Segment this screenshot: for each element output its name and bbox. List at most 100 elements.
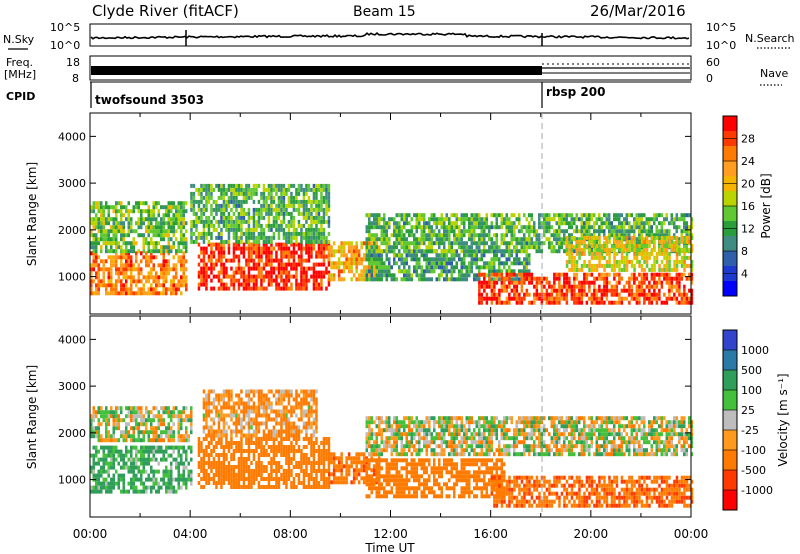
data-cell xyxy=(508,257,511,262)
data-cell xyxy=(95,245,98,250)
data-cell xyxy=(190,227,193,232)
data-cell xyxy=(200,199,203,204)
data-cell xyxy=(685,292,689,297)
data-cell xyxy=(260,223,263,228)
data-cell xyxy=(568,284,571,289)
data-cell xyxy=(250,242,253,247)
data-cell xyxy=(150,249,153,254)
data-cell xyxy=(177,461,180,466)
data-cell xyxy=(553,249,556,254)
data-cell xyxy=(150,241,153,246)
data-cell xyxy=(237,227,241,232)
data-cell xyxy=(110,477,113,482)
data-cell xyxy=(372,265,376,270)
data-cell xyxy=(300,282,303,287)
noise-panel: N.Sky 10^5 10^0 10^5 10^0 N.Search xyxy=(3,21,795,52)
data-cell xyxy=(180,473,183,478)
data-cell xyxy=(165,287,168,292)
data-cell xyxy=(405,253,408,258)
data-cell xyxy=(150,445,153,450)
data-cell xyxy=(605,296,609,301)
data-cell xyxy=(435,241,438,246)
data-cell xyxy=(185,481,188,486)
data-cell xyxy=(352,253,356,258)
data-cell xyxy=(580,221,583,226)
data-cell xyxy=(615,251,619,256)
data-cell xyxy=(97,481,100,486)
data-cell xyxy=(252,441,256,445)
data-cell xyxy=(585,280,589,285)
data-cell xyxy=(120,457,123,462)
data-cell xyxy=(395,221,398,226)
data-cell xyxy=(262,203,266,208)
data-cell xyxy=(255,437,258,441)
data-cell xyxy=(212,250,216,255)
data-cell xyxy=(92,473,95,478)
data-cell xyxy=(167,233,170,238)
data-cell xyxy=(653,288,656,293)
data-cell xyxy=(608,263,611,268)
data-cell xyxy=(117,271,120,276)
data-cell xyxy=(260,437,263,441)
data-cell xyxy=(605,272,609,277)
data-cell xyxy=(192,239,196,244)
data-cell xyxy=(177,465,180,470)
data-cell xyxy=(480,280,484,285)
data-cell xyxy=(362,269,366,274)
data-cell xyxy=(665,241,668,246)
freq-label-2: [MHz] xyxy=(4,68,36,81)
data-cell xyxy=(483,296,486,301)
data-cell xyxy=(403,269,406,274)
data-cell xyxy=(478,272,481,277)
data-cell xyxy=(110,287,113,292)
data-cell xyxy=(315,231,318,236)
data-cell xyxy=(470,229,473,234)
data-cell xyxy=(433,269,436,274)
data-cell xyxy=(112,445,115,450)
data-cell xyxy=(170,414,173,419)
data-cell xyxy=(272,449,276,453)
data-cell xyxy=(645,247,649,252)
data-cell xyxy=(282,187,286,192)
data-cell xyxy=(610,221,613,226)
data-cell xyxy=(172,275,175,280)
data-cell xyxy=(420,225,423,230)
data-cell xyxy=(287,270,291,275)
data-cell xyxy=(327,207,331,212)
data-cell xyxy=(505,288,509,293)
data-cell xyxy=(142,287,145,292)
data-cell xyxy=(305,258,308,263)
data-cell xyxy=(635,225,638,230)
data-cell xyxy=(172,263,175,268)
data-cell xyxy=(172,291,175,296)
data-cell xyxy=(285,254,288,259)
data-cell xyxy=(553,217,556,222)
data-cell xyxy=(380,233,383,238)
data-cell xyxy=(265,203,268,208)
data-cell xyxy=(252,469,256,473)
data-cell xyxy=(102,229,105,234)
data-cell xyxy=(147,449,150,454)
data-cell xyxy=(633,217,636,222)
data-cell xyxy=(285,445,288,449)
data-cell xyxy=(117,477,120,482)
data-cell xyxy=(240,449,243,453)
data-cell xyxy=(425,257,428,262)
data-cell xyxy=(277,183,281,188)
data-cell xyxy=(240,457,243,461)
data-cell xyxy=(95,449,98,454)
data-cell xyxy=(638,213,641,218)
data-cell xyxy=(310,211,313,216)
data-cell xyxy=(635,237,638,242)
data-cell xyxy=(578,280,581,285)
data-cell xyxy=(433,261,436,266)
data-cell xyxy=(97,422,100,427)
data-cell xyxy=(585,229,588,234)
data-cell xyxy=(443,221,446,226)
data-cell xyxy=(157,241,160,246)
data-cell xyxy=(603,255,606,260)
data-cell xyxy=(160,251,163,256)
data-cell xyxy=(125,422,128,427)
data-cell xyxy=(388,257,391,262)
data-cell xyxy=(262,445,266,449)
